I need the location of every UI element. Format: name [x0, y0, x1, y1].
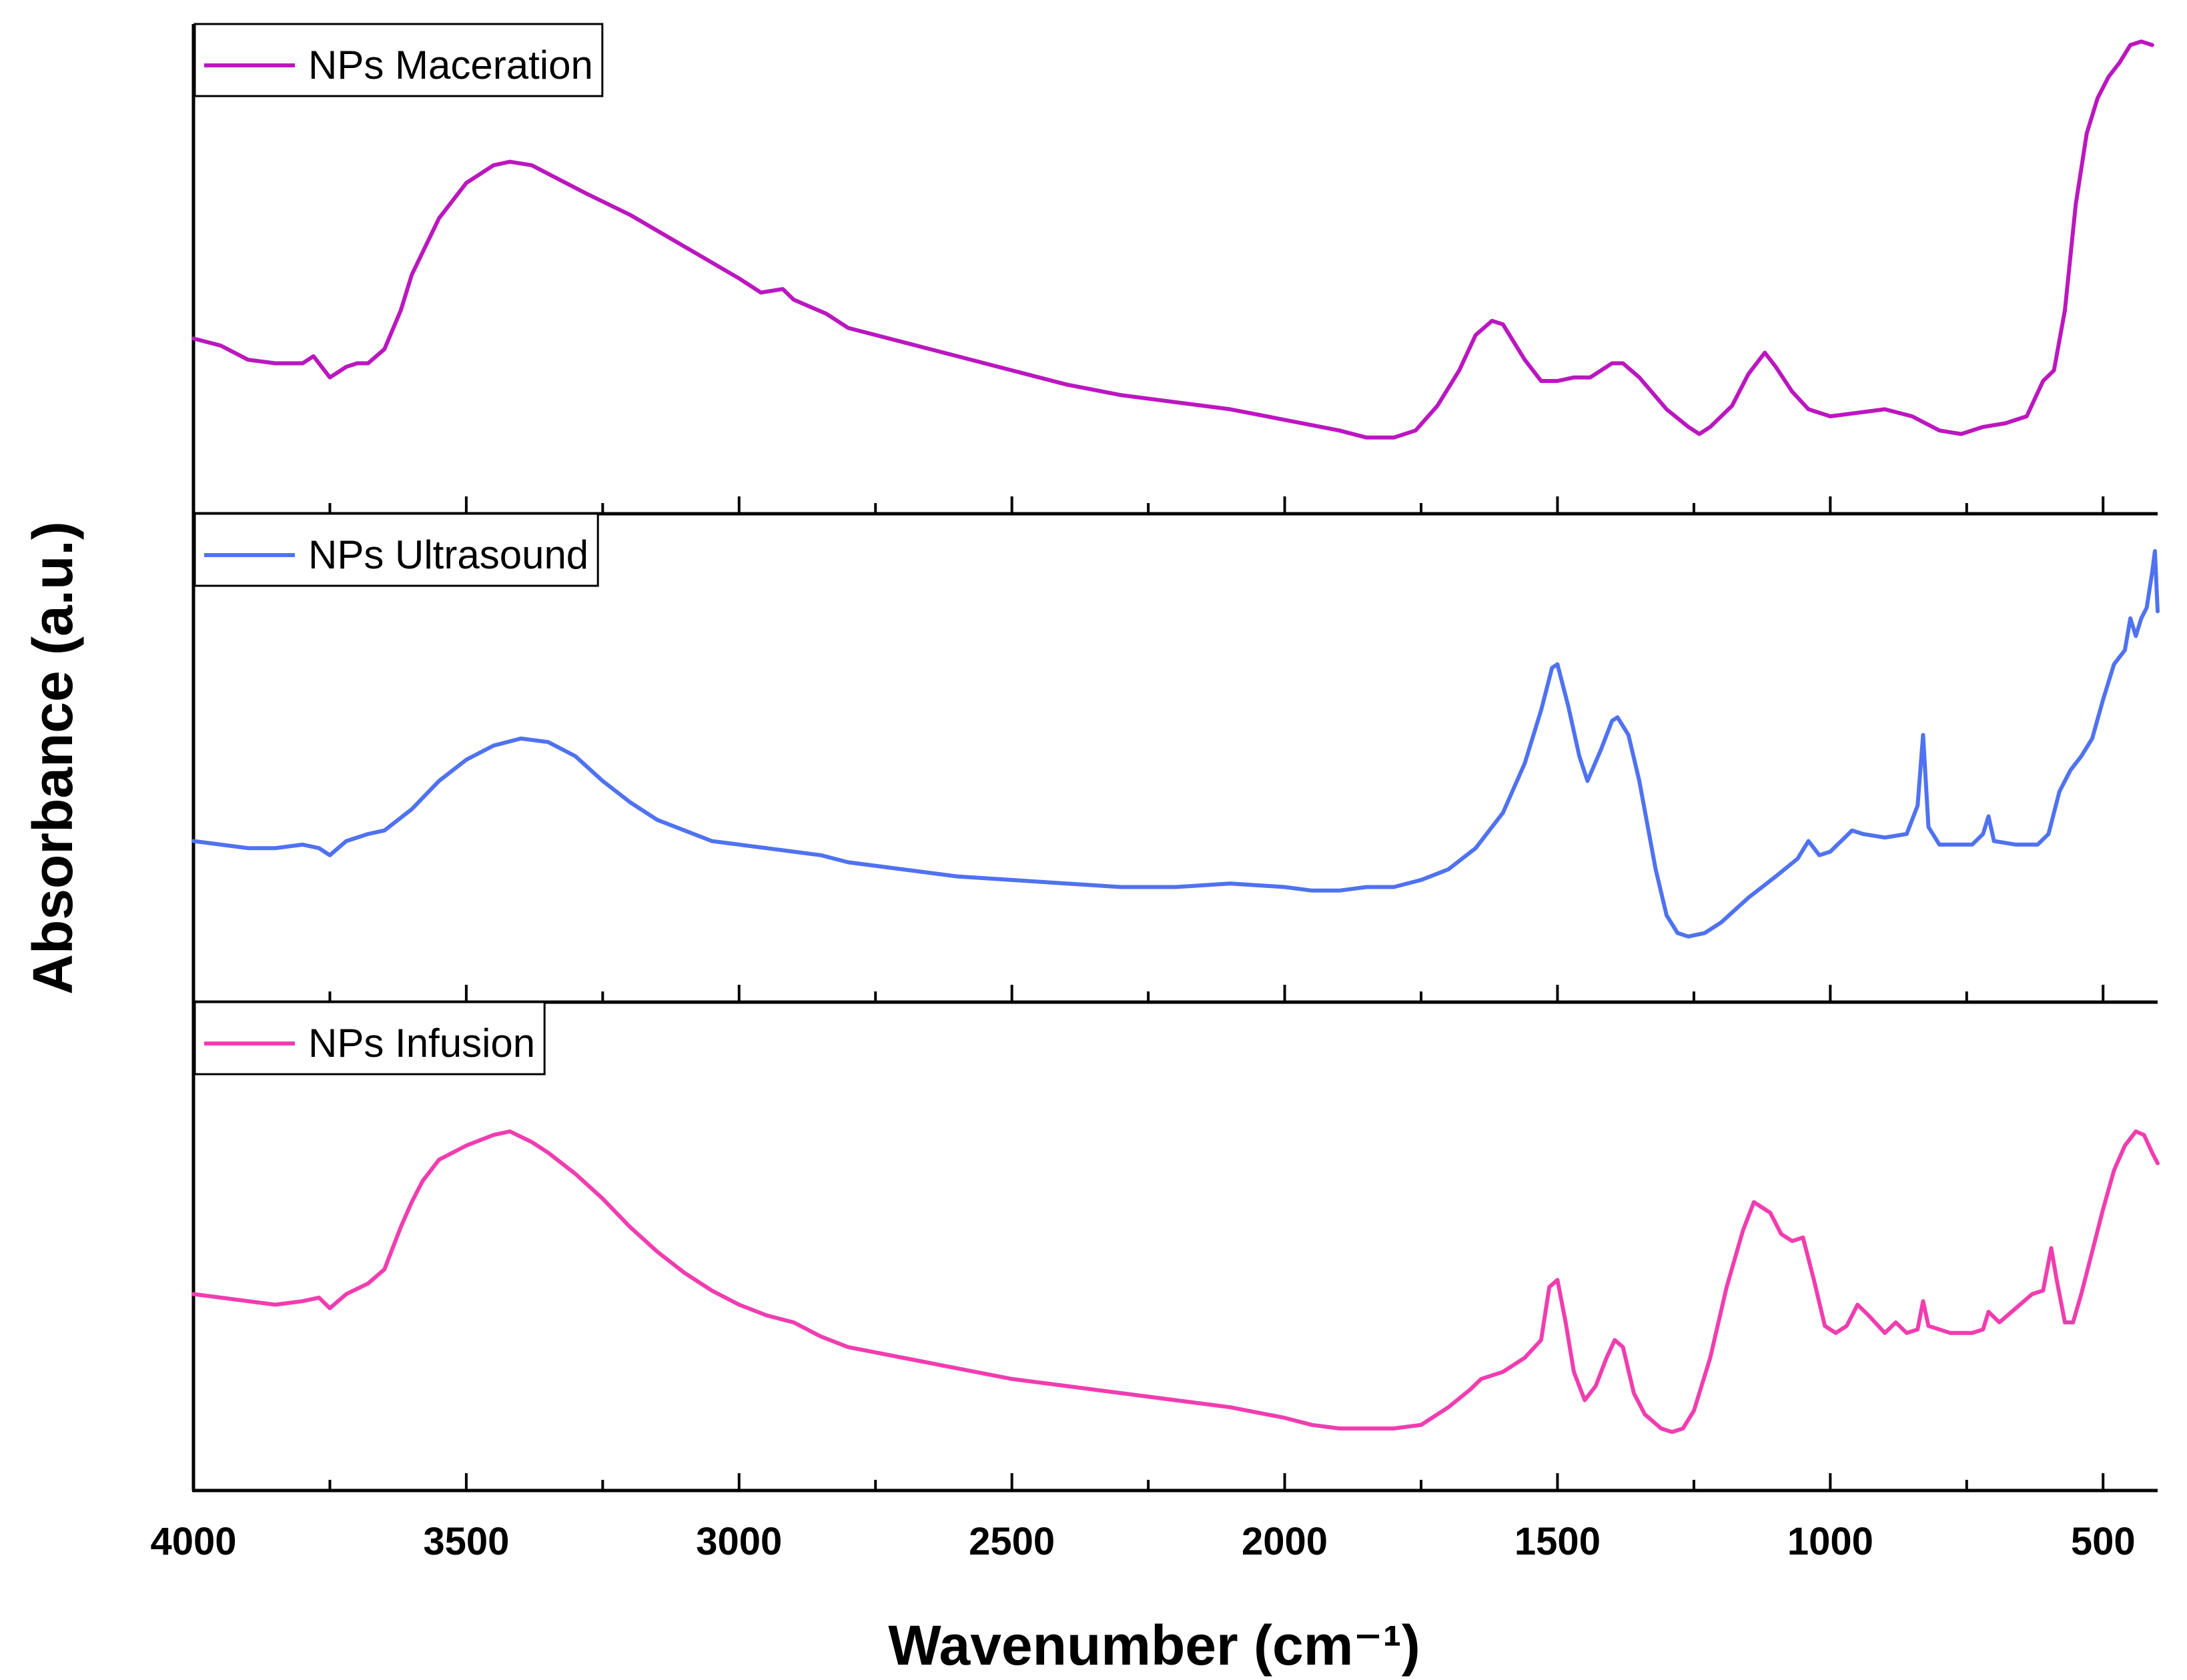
x-tick-label: 2000 — [1242, 1520, 1328, 1563]
x-tick-label: 2500 — [969, 1520, 1055, 1563]
x-tick-label: 3500 — [423, 1520, 509, 1563]
legend-label-2: NPs Ultrasound — [308, 532, 588, 577]
series-line-2 — [191, 549, 2160, 939]
series-line-1 — [191, 39, 2154, 440]
tick-layer — [192, 496, 2105, 1491]
legend-2: NPs Ultrasound — [193, 512, 599, 587]
x-tick-labels: 4000 3500 3000 2500 2000 1500 1000 500 — [150, 1520, 2135, 1563]
legend-box-2 — [193, 512, 599, 587]
x-tick-label: 500 — [2071, 1520, 2136, 1563]
legend-box-1 — [193, 23, 604, 97]
legend-box-3 — [193, 1001, 546, 1076]
series-line-3 — [191, 1129, 2160, 1434]
y-axis-label: Absorbance (a.u.) — [21, 521, 84, 994]
legend-layer: NPs Maceration NPs Ultrasound NPs Infusion — [193, 23, 604, 1076]
x-tick-label: 1000 — [1787, 1520, 1873, 1563]
legend-1: NPs Maceration — [193, 23, 604, 97]
legend-label-3: NPs Infusion — [308, 1021, 535, 1066]
legend-label-1: NPs Maceration — [308, 43, 593, 87]
x-tick-label: 1500 — [1514, 1520, 1601, 1563]
x-tick-label: 4000 — [150, 1520, 236, 1563]
series-layer — [191, 39, 2160, 1434]
x-axis-label: Wavenumber (cm⁻¹) — [888, 1614, 1420, 1677]
x-tick-label: 3000 — [696, 1520, 782, 1563]
legend-3: NPs Infusion — [193, 1001, 546, 1076]
